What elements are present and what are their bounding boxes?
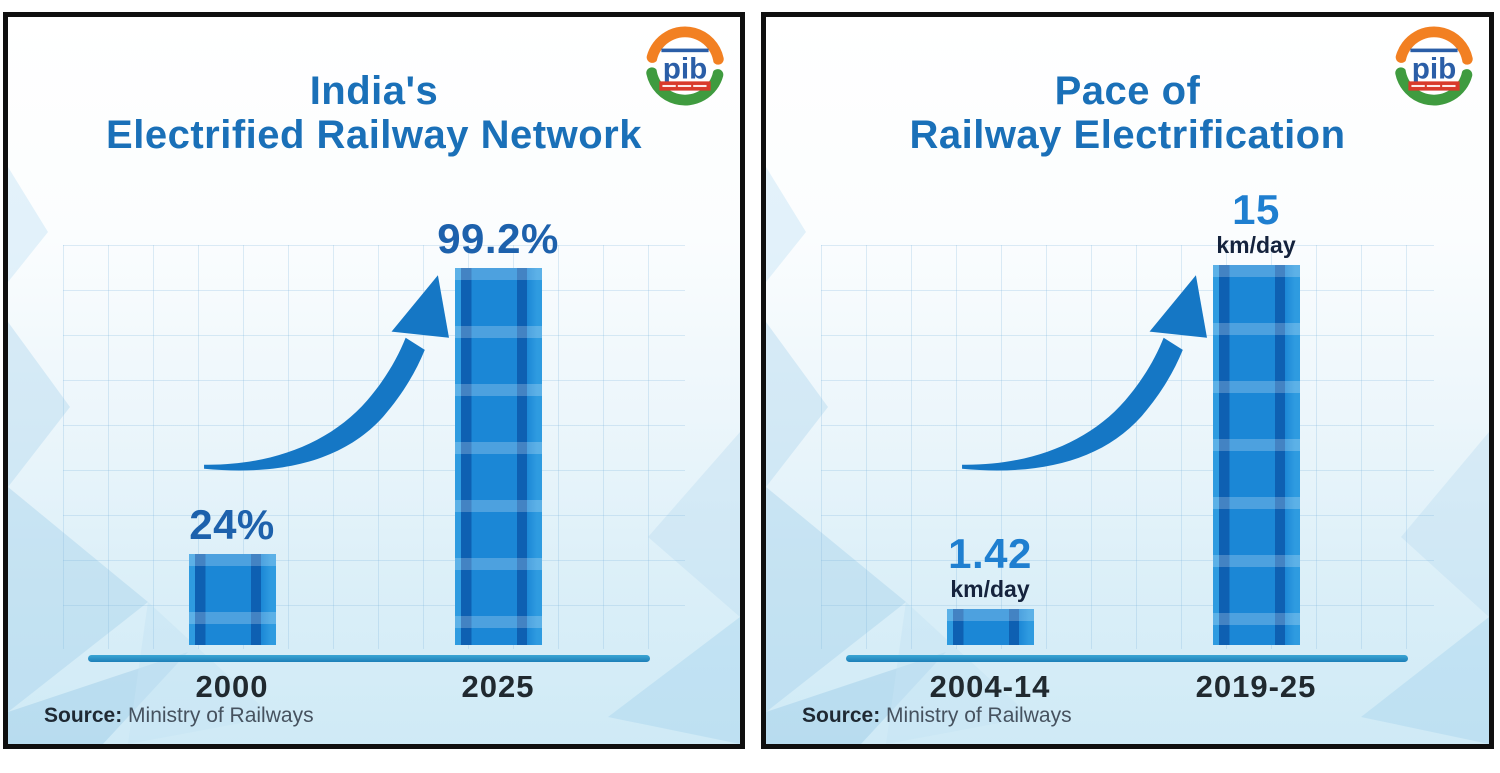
source-label: Source: xyxy=(802,704,881,727)
chart-title-line1: Pace of xyxy=(1054,69,1201,113)
x-tick-label-2000: 2000 xyxy=(195,669,269,704)
growth-arrow-icon xyxy=(962,275,1207,471)
source-text: Ministry of Railways xyxy=(128,704,314,727)
bar-group-2025: 99.2% xyxy=(408,214,588,645)
chart-title-line2: Electrified Railway Network xyxy=(106,113,642,157)
chart-title: India's Electrified Railway Network xyxy=(8,69,740,157)
source-note: Source: Ministry of Railways xyxy=(802,704,1072,728)
pib-logo-bar xyxy=(661,48,709,53)
bar-group-2019-25: 15 km/day xyxy=(1166,185,1346,645)
bar-value-label: 15 xyxy=(1232,185,1280,233)
bar-group-2000: 24% xyxy=(142,500,322,645)
bar-unit-label: km/day xyxy=(950,575,1030,602)
bar-value-label: 99.2% xyxy=(437,214,559,262)
pib-logo: pib xyxy=(644,25,726,107)
bar-group-2004-14: 1.42 km/day xyxy=(900,529,1080,645)
chart-title-line2: Railway Electrification xyxy=(909,113,1346,157)
bar-unit-label: km/day xyxy=(1216,231,1296,258)
infographic-panel-electrified-network: India's Electrified Railway Network pib … xyxy=(3,12,745,749)
bar-2025 xyxy=(454,268,542,645)
x-tick-label-2019-25: 2019-25 xyxy=(1195,669,1317,704)
x-tick-label-2004-14: 2004-14 xyxy=(929,669,1051,704)
bar-2000 xyxy=(188,554,276,645)
source-note: Source: Ministry of Railways xyxy=(44,704,314,728)
bar-value-label: 1.42 xyxy=(948,529,1032,577)
bar-2004-14 xyxy=(946,609,1034,645)
pib-logo-text: pib xyxy=(663,52,708,85)
pib-logo: pib xyxy=(1393,25,1475,107)
chart-gridlines xyxy=(63,245,685,649)
pib-logo-bar xyxy=(1410,48,1458,53)
chart-title-line1: India's xyxy=(309,69,439,113)
pib-logo-text: pib xyxy=(1412,52,1457,85)
growth-arrow-icon xyxy=(204,275,449,471)
chart-title: Pace of Railway Electrification xyxy=(766,69,1489,157)
infographic-panel-electrification-pace: Pace of Railway Electrification pib 1.42… xyxy=(761,12,1494,749)
x-axis-line xyxy=(88,655,650,662)
x-tick-label-2025: 2025 xyxy=(461,669,535,704)
chart-gridlines xyxy=(821,245,1434,649)
bar-value-label: 24% xyxy=(189,500,275,548)
x-axis-line xyxy=(846,655,1408,662)
bar-2019-25 xyxy=(1212,265,1300,645)
source-text: Ministry of Railways xyxy=(886,704,1072,727)
source-label: Source: xyxy=(44,704,123,727)
